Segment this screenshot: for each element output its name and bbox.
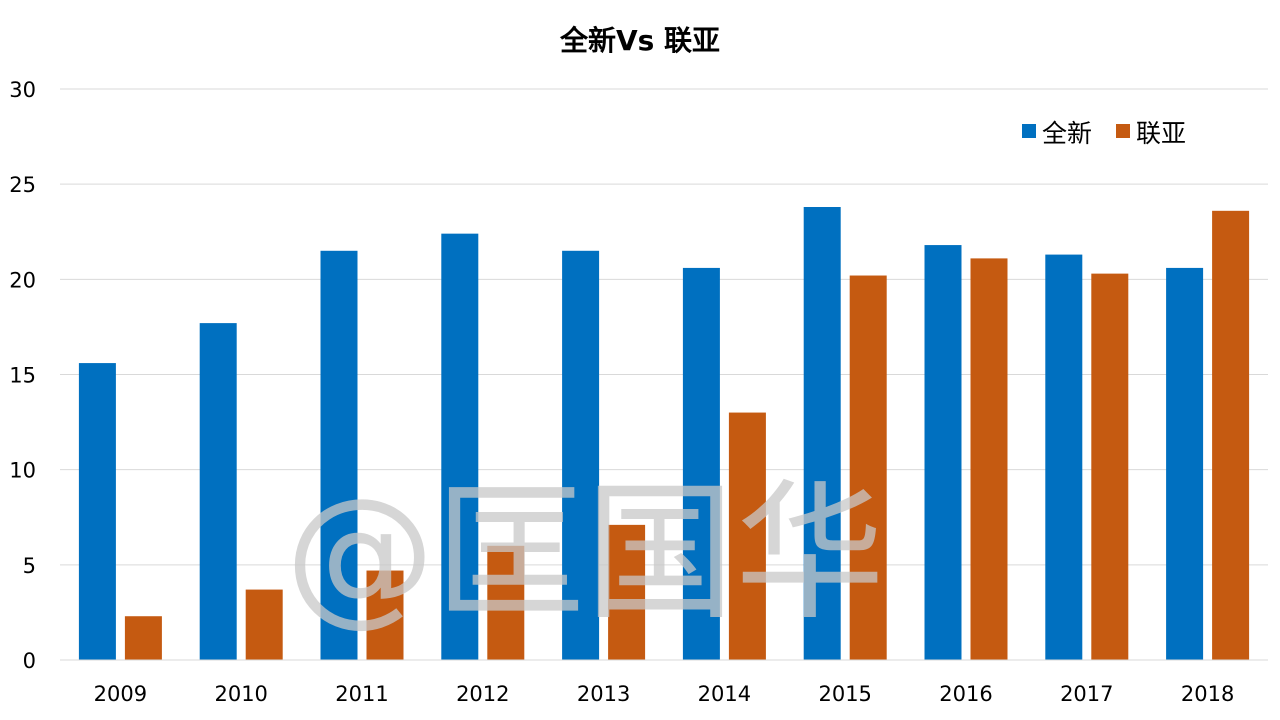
x-axis-ticks: 2009 2010 2011 2012 2013 2014 2015 2016 2017 2018 bbox=[94, 682, 1235, 706]
x-tick-label: 2010 bbox=[214, 682, 267, 706]
bar-quanxin-2009 bbox=[78, 363, 116, 660]
x-tick-label: 2018 bbox=[1181, 682, 1234, 706]
x-tick-label: 2015 bbox=[818, 682, 871, 706]
bar-quanxin-2010 bbox=[199, 323, 237, 660]
y-tick-label: 20 bbox=[9, 268, 36, 292]
x-tick-label: 2014 bbox=[698, 682, 751, 706]
x-tick-label: 2016 bbox=[939, 682, 992, 706]
y-tick-label: 5 bbox=[23, 554, 36, 578]
chart-title: 全新Vs 联亚 bbox=[559, 24, 720, 57]
bar-quanxin-2016 bbox=[924, 245, 962, 660]
bar-quanxin-2012 bbox=[441, 233, 479, 661]
x-tick-label: 2017 bbox=[1060, 682, 1113, 706]
bar-lianya-2017 bbox=[1091, 273, 1129, 660]
bar-lianya-2015 bbox=[849, 275, 887, 660]
bar-quanxin-2018 bbox=[1166, 267, 1204, 660]
legend-swatch-quanxin bbox=[1022, 124, 1036, 138]
bar-quanxin-2017 bbox=[1045, 254, 1083, 660]
bar-lianya-2009 bbox=[124, 616, 162, 660]
bar-quanxin-2011 bbox=[320, 250, 358, 661]
bar-lianya-2018 bbox=[1212, 210, 1250, 660]
y-tick-label: 0 bbox=[23, 649, 36, 673]
y-tick-label: 30 bbox=[9, 78, 36, 102]
x-tick-label: 2011 bbox=[335, 682, 388, 706]
bar-lianya-2013 bbox=[608, 524, 646, 660]
bar-lianya-2014 bbox=[728, 412, 766, 660]
y-tick-label: 15 bbox=[9, 364, 36, 388]
bar-quanxin-2013 bbox=[562, 250, 600, 661]
y-axis-ticks: 0 5 10 15 20 25 30 bbox=[9, 78, 36, 673]
bar-quanxin-2014 bbox=[682, 267, 720, 660]
x-tick-label: 2009 bbox=[94, 682, 147, 706]
legend-label-lianya: 联亚 bbox=[1136, 119, 1186, 148]
x-tick-label: 2013 bbox=[577, 682, 630, 706]
y-tick-label: 25 bbox=[9, 173, 36, 197]
legend-swatch-lianya bbox=[1116, 124, 1130, 138]
bars bbox=[78, 207, 1250, 661]
bar-lianya-2010 bbox=[245, 589, 283, 660]
bar-quanxin-2015 bbox=[803, 207, 841, 661]
legend: 全新 联亚 bbox=[1022, 119, 1186, 148]
bar-lianya-2016 bbox=[970, 258, 1008, 660]
legend-label-quanxin: 全新 bbox=[1042, 119, 1092, 148]
bar-lianya-2011 bbox=[366, 570, 404, 660]
watermark-text: @匡国华 bbox=[285, 467, 885, 641]
bar-lianya-2012 bbox=[487, 545, 525, 660]
y-tick-label: 10 bbox=[9, 459, 36, 483]
x-tick-label: 2012 bbox=[456, 682, 509, 706]
